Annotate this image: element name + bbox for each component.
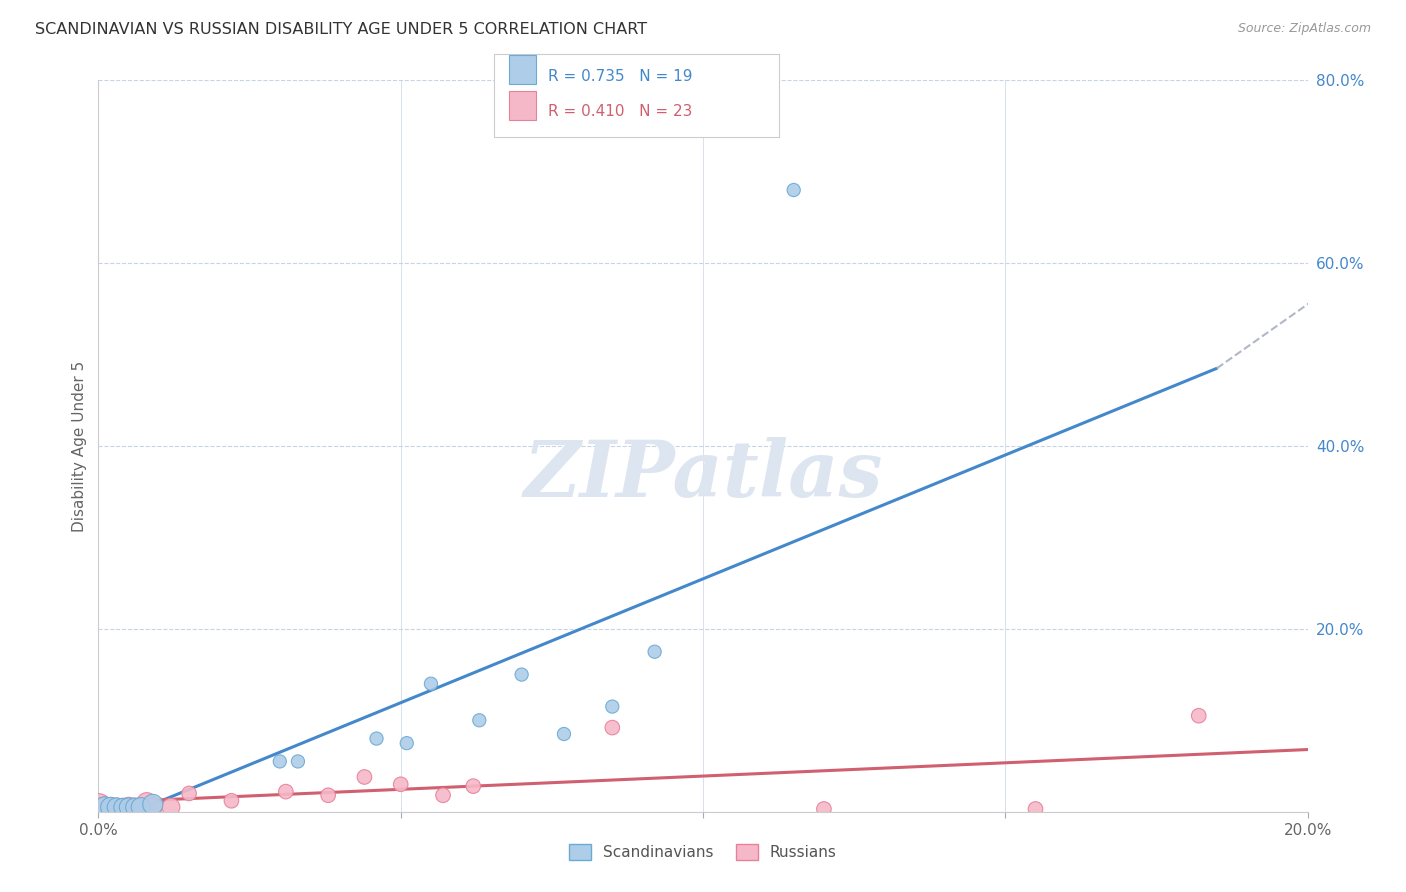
Point (468, 714, 491, 728)
Point (463, 779, 485, 793)
Y-axis label: Disability Age Under 5: Disability Age Under 5 (72, 360, 87, 532)
Point (1188, 708, 1211, 723)
Point (783, 183, 806, 197)
Point (124, 800, 146, 814)
Point (142, 797, 165, 812)
Point (510, 667, 533, 681)
Point (142, 800, 165, 814)
Point (221, 794, 243, 808)
Point (644, 645, 666, 659)
Point (274, 784, 297, 798)
Point (602, 721, 624, 735)
Point (111, 800, 134, 814)
Point (111, 800, 134, 814)
Point (389, 777, 412, 791)
Point (135, 796, 157, 810)
Point (813, 802, 835, 816)
Legend: Scandinavians, Russians: Scandinavians, Russians (564, 838, 842, 866)
Point (160, 800, 183, 814)
Point (87, 800, 110, 814)
Point (129, 800, 152, 814)
Point (553, 727, 575, 741)
Point (124, 800, 146, 814)
Point (395, 736, 418, 750)
Text: R = 0.410   N = 23: R = 0.410 N = 23 (548, 104, 693, 120)
Point (353, 770, 375, 784)
Point (100, 800, 122, 814)
Point (269, 755, 291, 769)
Point (93, 800, 115, 814)
Point (118, 800, 141, 814)
Text: R = 0.735   N = 19: R = 0.735 N = 19 (548, 69, 693, 84)
Text: SCANDINAVIAN VS RUSSIAN DISABILITY AGE UNDER 5 CORRELATION CHART: SCANDINAVIAN VS RUSSIAN DISABILITY AGE U… (35, 22, 647, 37)
Point (420, 676, 443, 690)
Point (105, 800, 128, 814)
Point (179, 787, 201, 801)
Point (129, 800, 152, 814)
Point (316, 789, 339, 803)
Point (100, 800, 122, 814)
Point (93, 800, 115, 814)
Point (287, 755, 309, 769)
Point (1024, 802, 1046, 816)
Text: Source: ZipAtlas.com: Source: ZipAtlas.com (1237, 22, 1371, 36)
Text: ZIPatlas: ZIPatlas (523, 437, 883, 514)
Point (118, 800, 141, 814)
Point (602, 699, 624, 714)
Point (105, 800, 128, 814)
Point (432, 789, 454, 803)
Point (366, 731, 388, 746)
